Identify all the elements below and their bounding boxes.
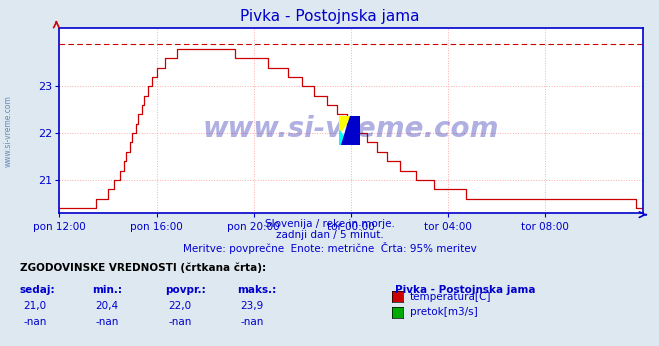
Text: www.si-vreme.com: www.si-vreme.com bbox=[203, 116, 499, 144]
Polygon shape bbox=[341, 116, 360, 145]
Polygon shape bbox=[339, 116, 352, 134]
Text: 23,9: 23,9 bbox=[241, 301, 264, 311]
Text: www.si-vreme.com: www.si-vreme.com bbox=[3, 95, 13, 167]
Text: maks.:: maks.: bbox=[237, 285, 277, 295]
Polygon shape bbox=[339, 131, 350, 145]
Text: -nan: -nan bbox=[96, 317, 119, 327]
Text: -nan: -nan bbox=[241, 317, 264, 327]
Text: Slovenija / reke in morje.: Slovenija / reke in morje. bbox=[264, 219, 395, 229]
Text: 21,0: 21,0 bbox=[23, 301, 46, 311]
Text: sedaj:: sedaj: bbox=[20, 285, 55, 295]
Text: pretok[m3/s]: pretok[m3/s] bbox=[410, 307, 478, 317]
Text: Pivka - Postojnska jama: Pivka - Postojnska jama bbox=[240, 9, 419, 24]
Text: 20,4: 20,4 bbox=[96, 301, 119, 311]
Text: povpr.:: povpr.: bbox=[165, 285, 206, 295]
Text: Meritve: povprečne  Enote: metrične  Črta: 95% meritev: Meritve: povprečne Enote: metrične Črta:… bbox=[183, 242, 476, 254]
Text: 22,0: 22,0 bbox=[168, 301, 191, 311]
Text: zadnji dan / 5 minut.: zadnji dan / 5 minut. bbox=[275, 230, 384, 240]
Text: Pivka - Postojnska jama: Pivka - Postojnska jama bbox=[395, 285, 536, 295]
Text: min.:: min.: bbox=[92, 285, 123, 295]
Text: temperatura[C]: temperatura[C] bbox=[410, 292, 492, 301]
Text: -nan: -nan bbox=[23, 317, 46, 327]
Text: ZGODOVINSKE VREDNOSTI (črtkana črta):: ZGODOVINSKE VREDNOSTI (črtkana črta): bbox=[20, 263, 266, 273]
Text: -nan: -nan bbox=[168, 317, 191, 327]
